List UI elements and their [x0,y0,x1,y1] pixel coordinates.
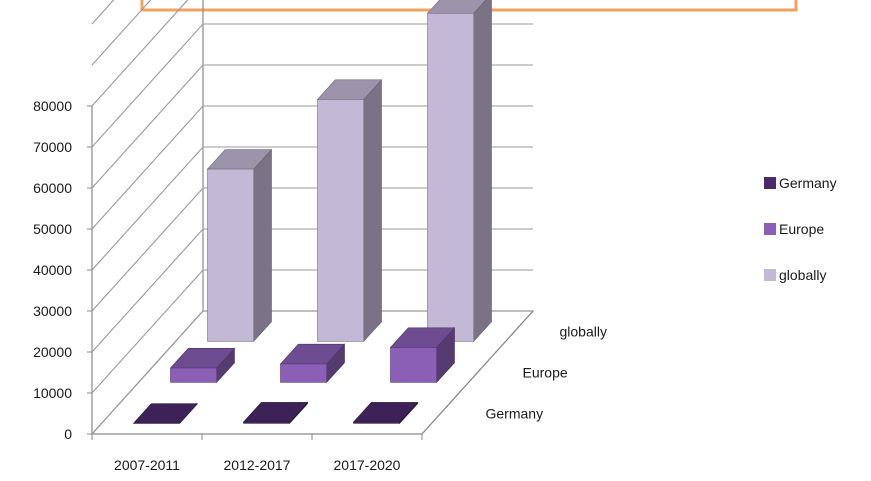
gridline [91,269,533,394]
legend: Germany Europe globally [764,175,837,283]
bar-front [317,99,365,342]
depth-edge [495,310,534,353]
x-tick-label: 2007-2011 [114,457,180,473]
y-tick-label: 50000 [33,221,72,237]
bars [132,0,492,425]
gridlines [91,0,534,435]
bar-front [353,421,401,424]
bar-front [427,13,475,342]
y-tick-label: 10000 [33,385,72,401]
depth-edge [458,351,497,394]
bar-top [132,403,199,424]
bar-front [243,421,291,424]
bar-top [352,402,419,423]
bar-europe-2012-2017 [279,343,346,384]
x-tick-label: 2017-2020 [334,457,401,473]
y-axis: 0 10000 20000 30000 40000 50000 60000 70000 8000… [33,98,92,442]
bar-globally-2012-2017 [316,79,383,343]
depth-edge [421,392,460,435]
bar-side [473,0,492,343]
bar-germany-2017-2020 [352,401,419,425]
bar-front [207,168,254,342]
bar-europe-2017-2020 [389,327,456,384]
bar-globally-2007-2011 [206,148,273,343]
legend-swatch [764,269,776,281]
gridline [91,64,533,189]
depth-label: Germany [486,406,544,422]
y-tick-label: 20000 [33,344,72,360]
gridline [91,187,533,312]
gridline [91,105,533,230]
gridline [91,23,533,148]
gridline [91,310,533,435]
bar-side [363,79,382,343]
y-tick-label: 70000 [33,139,72,155]
legend-label: Germany [779,175,837,191]
depth-label: globally [560,324,607,340]
bar-germany-2012-2017 [242,401,309,425]
bar-front [280,363,328,383]
y-tick-label: 30000 [33,303,72,319]
bar-side [253,148,272,343]
y-tick-label: 40000 [33,262,72,278]
depth-label: Europe [523,365,568,381]
gridline [91,146,533,271]
gridline [91,0,152,66]
bar-front [390,347,438,383]
legend-swatch [764,223,776,235]
bar-front [170,367,217,383]
legend-label: globally [779,267,826,283]
y-tick-label: 0 [64,426,72,442]
gridline [91,228,533,353]
bar-europe-2007-2011 [169,347,236,384]
x-axis: 2007-2011 2012-2017 2017-2020 [91,434,423,473]
legend-label: Europe [779,221,824,237]
bar-top [242,402,309,423]
bar-globally-2017-2020 [426,0,492,343]
bar-germany-2007-2011 [132,403,199,424]
x-tick-label: 2012-2017 [224,457,291,473]
depth-axis: Germany Europe globally [486,324,607,422]
legend-swatch [764,177,776,189]
y-tick-label: 60000 [33,180,72,196]
y-tick-label: 80000 [33,98,72,114]
gridline [91,0,189,107]
